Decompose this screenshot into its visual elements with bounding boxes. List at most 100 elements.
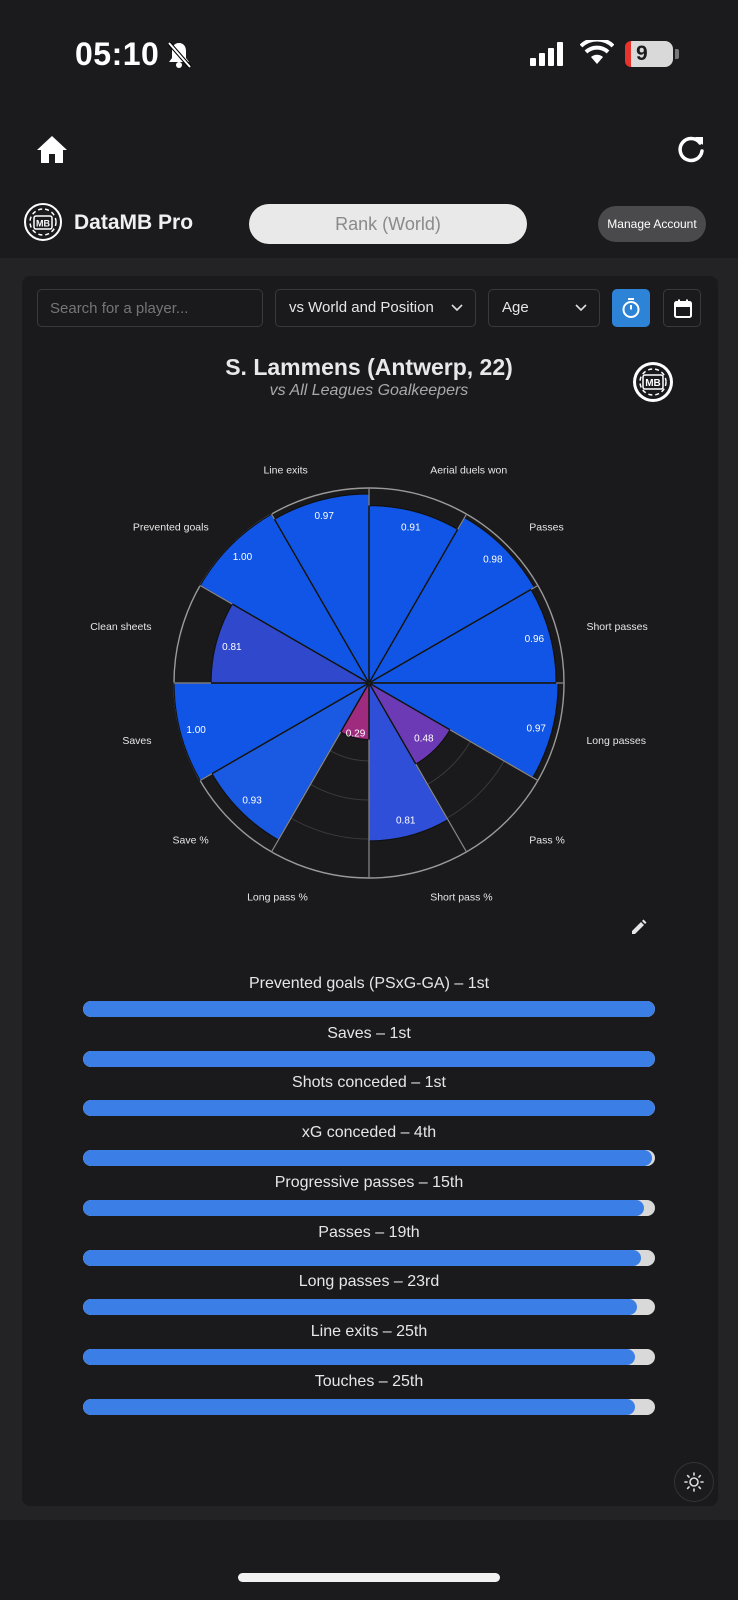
refresh-icon[interactable]: [676, 134, 706, 164]
ranking-label: Long passes – 23rd: [298, 1273, 440, 1291]
radar-category-label: Save %: [173, 834, 209, 846]
radar-bar-prevented-goals: [199, 513, 371, 685]
radar-value-label: 1.00: [186, 725, 206, 736]
battery-nub: [675, 49, 679, 59]
radar-spoke-inner: [368, 682, 451, 731]
ranking-label: Passes – 19th: [318, 1223, 420, 1241]
radar-value-label: 0.93: [242, 795, 262, 806]
percentile-radar-chart: 0.91 0.98 0.96 0.97 0.48 0.81 0.29 0.93 1.00 0.81…: [90, 465, 648, 904]
ranking-bar-fill: [83, 1299, 637, 1316]
chart-logo-text: MB: [645, 378, 661, 389]
radar-spoke-inner: [368, 528, 459, 684]
wifi-icon: [580, 40, 614, 64]
ranking-bar-track: [83, 1199, 655, 1216]
ranking-bar-fill: [83, 1199, 644, 1216]
cellular-signal-icon: [530, 42, 563, 66]
chevron-down-icon: [451, 304, 463, 312]
ranking-bar-track: [83, 1299, 655, 1316]
ranking-label: Saves – 1st: [327, 1024, 411, 1042]
ranking-label: Prevented goals (PSxG-GA) – 1st: [248, 975, 490, 992]
calendar-icon: [674, 299, 692, 318]
logo-text: MB: [36, 219, 50, 229]
status-time: 05:10: [75, 36, 160, 72]
battery-level: 9: [636, 42, 648, 65]
ranking-label: Progressive passes – 15th: [274, 1173, 464, 1191]
radar-spoke-inner: [340, 682, 370, 733]
ranking-label: Line exits – 25th: [310, 1322, 428, 1340]
home-indicator: [238, 1573, 500, 1582]
age-select[interactable]: Age: [488, 289, 600, 327]
radar-bar-saves: [173, 682, 372, 782]
radar-value-label: 0.81: [396, 816, 416, 827]
ranking-bar-fill: [83, 1150, 653, 1167]
radar-value-label: 0.81: [222, 642, 242, 653]
ranking-bar-fill: [83, 1249, 641, 1266]
datamb-logo-icon: MB: [24, 203, 62, 241]
ranking-bar-fill: [83, 1100, 655, 1117]
radar-spoke-inner: [273, 518, 370, 684]
radar-bar-passes: [367, 516, 536, 685]
ranking-bar-track: [83, 1249, 655, 1266]
radar-spoke-inner: [211, 682, 370, 775]
radar-value-label: 1.00: [233, 552, 253, 563]
radar-bar-line-exits: [273, 493, 370, 686]
radar-category-label: Pass %: [529, 834, 565, 846]
radar-category-label: Prevented goals: [133, 522, 209, 534]
radar-spoke-inner: [368, 682, 417, 765]
radar-spoke-inner: [368, 588, 532, 684]
home-icon[interactable]: [36, 134, 68, 164]
radar-category-label: Clean sheets: [90, 621, 151, 633]
ranking-bar-fill: [83, 1348, 635, 1365]
ranking-bar-fill: [83, 1001, 655, 1017]
ranking-label: Shots conceded – 1st: [292, 1074, 446, 1092]
ranking-bar-track: [83, 1001, 655, 1017]
ranking-bar-track: [83, 1100, 655, 1117]
brand-row: MB DataMB Pro Rank (World) Manage Accoun…: [0, 200, 738, 250]
ranking-label: xG conceded – 4th: [301, 1124, 437, 1142]
battery-icon: 9: [625, 41, 673, 67]
stopwatch-icon: [622, 298, 640, 318]
radar-spoke-inner: [231, 603, 370, 684]
edit-pencil-icon[interactable]: [630, 918, 648, 936]
radar-category-label: Short pass %: [430, 891, 492, 903]
theme-toggle-button[interactable]: [674, 1462, 714, 1502]
radar-value-label: 0.98: [483, 555, 503, 566]
sun-icon: [684, 1472, 704, 1492]
per90-toggle-button[interactable]: [612, 289, 650, 327]
radar-bar-long-passes: [366, 682, 559, 779]
age-select-value: Age: [502, 299, 529, 316]
rank-mode-button[interactable]: Rank (World): [249, 204, 527, 244]
ranking-bar-track: [83, 1348, 655, 1365]
radar-bar-short-passes: [366, 588, 557, 684]
ranking-bar-fill: [83, 1398, 635, 1415]
bell-muted-icon: [167, 41, 192, 69]
manage-account-button[interactable]: Manage Account: [598, 206, 706, 242]
radar-category-label: Passes: [529, 522, 563, 534]
radar-bar-save-: [211, 681, 371, 841]
chevron-down-icon: [575, 304, 587, 312]
chart-logo-icon: MB: [633, 362, 673, 402]
radar-value-label: 0.97: [527, 723, 547, 734]
radar-value-label: 0.91: [401, 523, 421, 534]
ranking-bar-fill: [83, 1050, 655, 1067]
brand-name: DataMB Pro: [74, 211, 194, 234]
chart-subtitle: vs All Leagues Goalkeepers: [269, 382, 469, 399]
comparison-select[interactable]: vs World and Position: [275, 289, 476, 327]
radar-value-label: 0.96: [525, 634, 545, 645]
radar-value-label: 0.48: [414, 733, 434, 744]
radar-category-label: Long pass %: [247, 891, 308, 903]
season-calendar-button[interactable]: [663, 289, 701, 327]
ranking-label: Touches – 25th: [314, 1372, 424, 1390]
radar-category-label: Saves: [122, 735, 151, 747]
radar-category-label: Aerial duels won: [430, 465, 507, 477]
radar-category-label: Short passes: [586, 621, 647, 633]
chart-title: S. Lammens (Antwerp, 22): [225, 354, 513, 380]
ranking-bar-track: [83, 1398, 655, 1415]
player-search-input[interactable]: [37, 289, 263, 327]
comparison-select-value: vs World and Position: [289, 299, 434, 316]
ranking-bar-track: [83, 1050, 655, 1067]
radar-category-label: Line exits: [263, 465, 307, 477]
radar-value-label: 0.29: [346, 729, 366, 740]
status-bar: 05:10 9: [0, 0, 738, 110]
ranking-bar-track: [83, 1150, 655, 1167]
